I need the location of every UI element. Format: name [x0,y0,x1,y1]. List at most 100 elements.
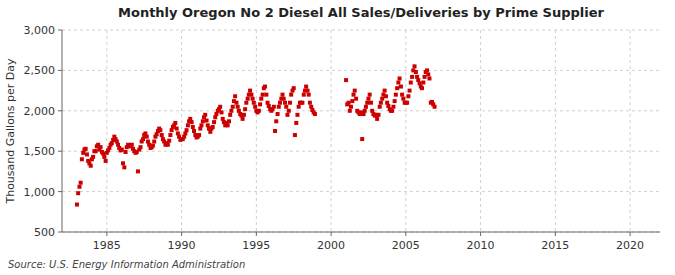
title: Monthly Oregon No 2 Diesel All Sales/Del… [118,5,605,20]
grid [62,30,660,232]
point [273,129,277,133]
point [308,101,312,105]
tick-label: 500 [34,226,55,239]
point [173,121,177,125]
point [227,119,231,123]
point [274,119,278,123]
grid-line [62,30,660,31]
point [220,110,224,114]
tick-label: 2010 [467,239,495,252]
point [241,117,245,121]
point [203,113,207,117]
point [263,85,267,89]
tick-label: 2,000 [24,105,56,118]
point [211,125,215,129]
point [360,137,364,141]
point [294,121,298,125]
point [212,120,216,124]
point [300,101,304,105]
point [248,89,252,93]
tick-label: 3,000 [24,24,56,37]
grid-line [62,151,660,152]
point [191,125,195,129]
point [236,105,240,109]
point [197,133,201,137]
tick-label: 1985 [93,239,121,252]
point [244,101,248,105]
point [348,109,352,113]
point [233,94,237,98]
point [366,97,370,101]
point [394,93,398,97]
grid-line [181,30,182,232]
annotation: Source: U.S. Energy Information Administ… [8,259,245,270]
point [408,89,412,93]
point [120,148,124,152]
point [302,93,306,97]
point [138,145,142,149]
point [369,101,373,105]
point [226,123,230,127]
grid-line [405,30,406,232]
point [421,81,425,85]
point [391,105,395,109]
point [307,93,311,97]
point [77,185,81,189]
point [401,97,405,101]
grid-line [630,30,631,232]
point [218,105,222,109]
point [259,97,263,101]
x-axis [62,232,660,233]
point [136,169,140,173]
point [380,97,384,101]
point [75,203,79,207]
point [423,75,427,79]
point [398,76,402,80]
point [292,86,296,90]
point [228,113,232,117]
point [264,93,268,97]
point [158,128,162,132]
y-axis-label: Thousand Gallons per Day [4,58,17,205]
point [242,113,246,117]
point [284,105,288,109]
point [91,155,95,159]
point [261,93,265,97]
point [278,101,282,105]
point [122,165,126,169]
grid-line [555,30,556,232]
point [368,93,372,97]
point [293,133,297,137]
point [85,152,89,156]
point [272,105,276,109]
grid-line [62,191,660,192]
tick-mark [58,110,62,111]
point [287,109,291,113]
tick-label: 1,000 [24,186,56,199]
point [413,64,417,68]
grid-line [331,30,332,232]
tick-mark [58,70,62,71]
point [363,109,367,113]
point [405,101,409,105]
point [383,89,387,93]
point [297,105,301,109]
point [353,89,357,93]
point [365,101,369,105]
point [80,157,84,161]
point [347,101,351,105]
point [277,105,281,109]
point [414,70,418,74]
tick-mark [181,232,182,236]
point [289,93,293,97]
point [229,109,233,113]
grid-line [256,30,257,232]
point [201,119,205,123]
y-axis [62,30,63,232]
point [160,133,164,137]
point [410,75,414,79]
tick-label: 2015 [541,239,569,252]
tick-label: 2,500 [24,64,56,77]
tick-mark [58,191,62,192]
grid-line [480,30,481,232]
